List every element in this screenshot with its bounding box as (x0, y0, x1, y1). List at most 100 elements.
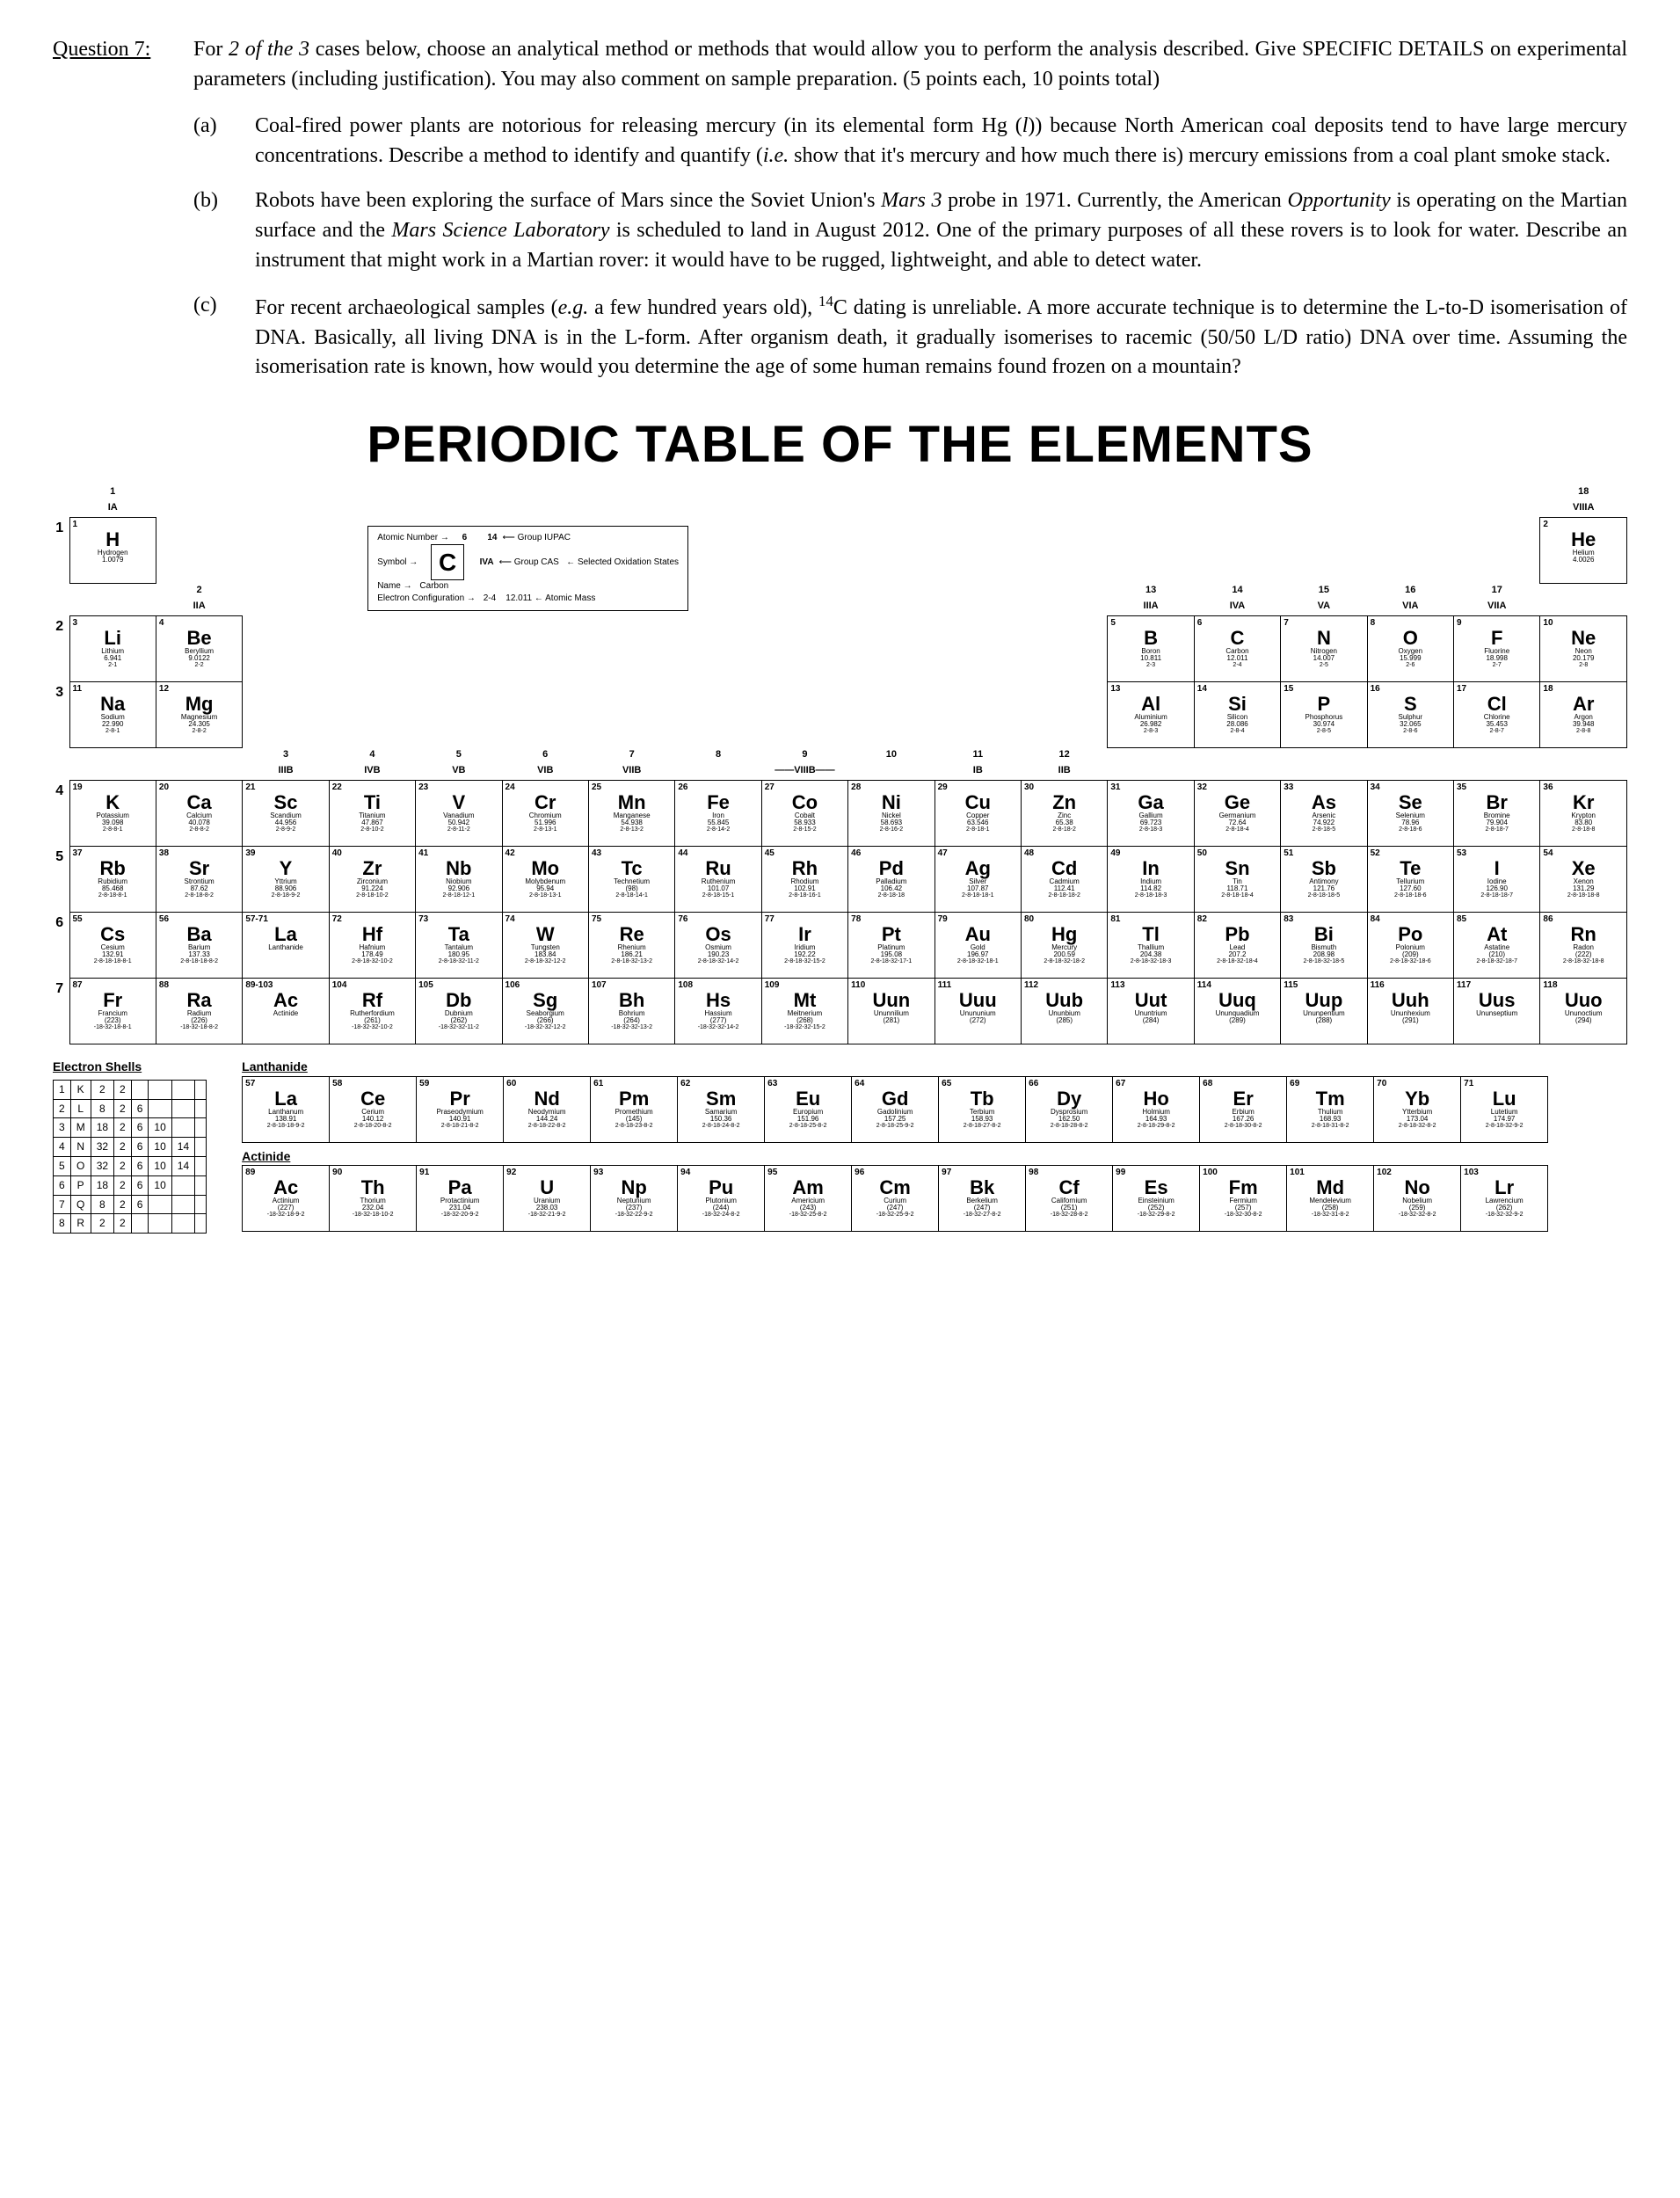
element-Li: 3 Li Lithium 6.941 2-1 (69, 616, 156, 682)
shell-cell: 5 (54, 1156, 71, 1175)
period-1: 1 (53, 518, 69, 584)
element-Dy: 66 Dy Dysprosium 162.50 2-8-18-28-8-2 (1026, 1076, 1113, 1142)
element-Ar: 18 Ar Argon 39.948 2-8-8 (1540, 682, 1627, 748)
element-Os: 76 Os Osmium 190.23 2-8-18-32-14-2 (675, 913, 761, 979)
shell-cell: 3 (54, 1118, 71, 1138)
intro-1: For (193, 38, 229, 61)
element-Ru: 44 Ru Ruthenium 101.07 2-8-18-15-1 (675, 847, 761, 913)
element-Tc: 43 Tc Technetium (98) 2-8-18-14-1 (588, 847, 674, 913)
shell-cell (171, 1099, 194, 1118)
element-Er: 68 Er Erbium 167.26 2-8-18-30-8-2 (1200, 1076, 1287, 1142)
element-Ne: 10 Ne Neon 20.179 2-8 (1540, 616, 1627, 682)
question-label: Question 7: (53, 35, 167, 94)
element-I: 53 I Iodine 126.90 2-8-18-18-7 (1454, 847, 1540, 913)
b-t2: probe in 1971. Currently, the American (942, 189, 1287, 212)
shell-cell (149, 1195, 171, 1214)
shell-cell (195, 1195, 207, 1214)
shell-cell (149, 1080, 171, 1099)
element-Ba: 56 Ba Barium 137.33 2-8-18-18-8-2 (156, 913, 242, 979)
element-Sr: 38 Sr Strontium 87.62 2-8-18-8-2 (156, 847, 242, 913)
element-Uuu: 111 Uuu Unununium (272) (935, 979, 1021, 1044)
element-Cr: 24 Cr Chromium 51.996 2-8-13-1 (502, 781, 588, 847)
shell-cell (131, 1214, 149, 1234)
element-Uuo: 118 Uuo Ununoctium (294) (1540, 979, 1627, 1044)
b-msl: Mars Science Laboratory (391, 219, 609, 242)
element-Uuq: 114 Uuq Ununquadium (289) (1194, 979, 1280, 1044)
a-hg: l (1022, 114, 1029, 137)
element-Hs: 108 Hs Hassium (277) -18-32-32-14-2 (675, 979, 761, 1044)
period-2: 2 (53, 616, 69, 682)
shell-cell: 14 (171, 1138, 194, 1157)
shell-cell: 8 (91, 1099, 113, 1118)
b-mars3: Mars 3 (881, 189, 942, 212)
shell-cell: 8 (91, 1195, 113, 1214)
element-Uus: 117 Uus Ununseptium (1454, 979, 1540, 1044)
element-Sg: 106 Sg Seaborgium (266) -18-32-32-12-2 (502, 979, 588, 1044)
legend-box: Atomic Number → 6 14 ⟵ Group IUPAC Symbo… (367, 526, 688, 611)
element-Zn: 30 Zn Zinc 65.38 2-8-18-2 (1021, 781, 1107, 847)
a-t1: Coal-fired power plants are notorious fo… (255, 114, 1015, 137)
element-Ge: 32 Ge Germanium 72.64 2-8-18-4 (1194, 781, 1280, 847)
element-Pu: 94 Pu Plutonium (244) -18-32-24-8-2 (678, 1166, 765, 1232)
lanthanide-label: Lanthanide (242, 1059, 1627, 1076)
element-Np: 93 Np Neptunium (237) -18-32-22-9-2 (591, 1166, 678, 1232)
element-P: 15 P Phosphorus 30.974 2-8-5 (1281, 682, 1367, 748)
element-Nd: 60 Nd Neodymium 144.24 2-8-18-22-8-2 (504, 1076, 591, 1142)
element-W: 74 W Tungsten 183.84 2-8-18-32-12-2 (502, 913, 588, 979)
shell-cell: 10 (149, 1138, 171, 1157)
c-eg: e.g. (558, 296, 589, 319)
shell-cell: 4 (54, 1138, 71, 1157)
element-Sm: 62 Sm Samarium 150.36 2-8-18-24-8-2 (678, 1076, 765, 1142)
element-Cl: 17 Cl Chlorine 35.453 2-8-7 (1454, 682, 1540, 748)
periodic-table: 118IAVIIIA1 1 H Hydrogen 1.0079 2 He Hel… (53, 485, 1627, 1044)
shell-cell: 18 (91, 1175, 113, 1195)
shell-cell: 2 (54, 1099, 71, 1118)
actinide-row: 89 Ac Actinium (227) -18-32-18-9-2 90 Th… (242, 1165, 1548, 1232)
element-Be: 4 Be Beryllium 9.0122 2-2 (156, 616, 242, 682)
element-Sc: 21 Sc Scandium 44.956 2-8-9-2 (243, 781, 329, 847)
period-6: 6 (53, 913, 69, 979)
shell-cell: 2 (114, 1138, 132, 1157)
part-b-body: Robots have been exploring the surface o… (255, 186, 1627, 275)
part-b-label: (b) (193, 186, 229, 275)
element-Si: 14 Si Silicon 28.086 2-8-4 (1194, 682, 1280, 748)
shell-cell (171, 1175, 194, 1195)
series-block: Lanthanide 57 La Lanthanum 138.91 2-8-18… (242, 1059, 1627, 1232)
shell-cell: 7 (54, 1195, 71, 1214)
element-Ti: 22 Ti Titanium 47.867 2-8-10-2 (329, 781, 415, 847)
element-B: 5 B Boron 10.811 2-3 (1108, 616, 1194, 682)
question-row: Question 7: For 2 of the 3 cases below, … (53, 35, 1627, 94)
shell-cell: 2 (114, 1080, 132, 1099)
element-Mt: 109 Mt Meitnerium (268) -18-32-32-15-2 (761, 979, 847, 1044)
shell-cell (195, 1118, 207, 1138)
part-c-body: For recent archaeological samples (e.g. … (255, 291, 1627, 382)
element-Zr: 40 Zr Zirconium 91.224 2-8-18-10-2 (329, 847, 415, 913)
shell-cell: 18 (91, 1118, 113, 1138)
shell-cell: 2 (91, 1080, 113, 1099)
element-Al: 13 Al Aluminium 26.982 2-8-3 (1108, 682, 1194, 748)
element-N: 7 N Nitrogen 14.007 2-5 (1281, 616, 1367, 682)
element-C: 6 C Carbon 12.011 2-4 (1194, 616, 1280, 682)
shell-cell (195, 1156, 207, 1175)
element-Cd: 48 Cd Cadmium 112.41 2-8-18-18-2 (1021, 847, 1107, 913)
actinide-label: Actinide (242, 1148, 1627, 1166)
element-Fr: 87 Fr Francium (223) -18-32-18-8-1 (69, 979, 156, 1044)
element-Te: 52 Te Tellurium 127.60 2-8-18-18-6 (1367, 847, 1453, 913)
element-Md: 101 Md Mendelevium (258) -18-32-31-8-2 (1287, 1166, 1374, 1232)
period-7: 7 (53, 979, 69, 1044)
element-Sb: 51 Sb Antimony 121.76 2-8-18-18-5 (1281, 847, 1367, 913)
element-Pa: 91 Pa Protactinium 231.04 -18-32-20-9-2 (417, 1166, 504, 1232)
part-a: (a) Coal-fired power plants are notoriou… (193, 112, 1627, 171)
element-Uut: 113 Uut Ununtrium (284) (1108, 979, 1194, 1044)
shell-cell: 2 (114, 1175, 132, 1195)
element-F: 9 F Fluorine 18.998 2-7 (1454, 616, 1540, 682)
element-Db: 105 Db Dubnium (262) -18-32-32-11-2 (416, 979, 502, 1044)
element-Ag: 47 Ag Silver 107.87 2-8-18-18-1 (935, 847, 1021, 913)
shell-cell: 2 (114, 1099, 132, 1118)
shell-cell: 32 (91, 1138, 113, 1157)
element-Am: 95 Am Americium (243) -18-32-25-8-2 (765, 1166, 852, 1232)
element-Co: 27 Co Cobalt 58.933 2-8-15-2 (761, 781, 847, 847)
element-Yb: 70 Yb Ytterbium 173.04 2-8-18-32-8-2 (1374, 1076, 1461, 1142)
element-Bk: 97 Bk Berkelium (247) -18-32-27-8-2 (939, 1166, 1026, 1232)
periodic-title: PERIODIC TABLE OF THE ELEMENTS (53, 409, 1627, 480)
